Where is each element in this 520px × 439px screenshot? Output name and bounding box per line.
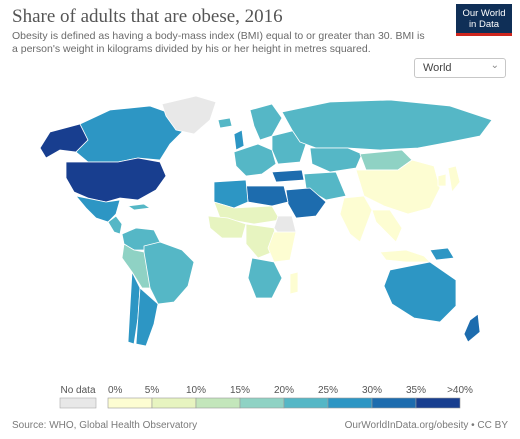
legend-bin-7[interactable] <box>415 397 461 409</box>
legend-tick-label: 0% <box>108 385 123 396</box>
map-region-united-kingdom[interactable] <box>233 129 245 151</box>
legend-svg: No data 0% 5% 10% 15% 20% 25% 30% 35% >40% <box>59 385 473 409</box>
legend-tick-label: >40% <box>447 385 473 396</box>
map-region-algeria-morocco[interactable] <box>213 179 249 209</box>
map-region-argentina[interactable] <box>135 287 159 347</box>
legend-no-data-swatch[interactable] <box>59 397 97 409</box>
map-region-russia[interactable] <box>281 99 493 151</box>
world-map-svg <box>39 95 493 347</box>
region-select[interactable]: World ⌄ <box>414 58 506 78</box>
map-region-peru-bolivia[interactable] <box>121 243 151 289</box>
map-region-brazil[interactable] <box>143 241 195 305</box>
map-region-korea[interactable] <box>437 173 447 187</box>
color-legend: No data 0% 5% 10% 15% 20% 25% 30% 35% >40% <box>10 380 510 410</box>
legend-bin-4[interactable] <box>283 397 329 409</box>
map-region-australia[interactable] <box>383 261 457 323</box>
region-select-value: World <box>423 62 452 74</box>
legend-bin-2[interactable] <box>195 397 241 409</box>
map-region-papua-new-guinea[interactable] <box>429 247 455 261</box>
legend-bin-5[interactable] <box>327 397 373 409</box>
map-region-new-zealand[interactable] <box>463 313 481 343</box>
map-region-japan[interactable] <box>447 165 461 193</box>
legend-tick-label: 10% <box>186 385 206 396</box>
world-map[interactable] <box>10 92 510 362</box>
map-region-canada[interactable] <box>75 105 183 163</box>
legend-bin-1[interactable] <box>151 397 197 409</box>
map-region-india[interactable] <box>339 195 373 243</box>
owid-logo[interactable]: Our World in Data <box>456 4 512 36</box>
chart-title: Share of adults that are obese, 2016 <box>12 6 283 27</box>
legend-tick-label: 20% <box>274 385 294 396</box>
map-region-iceland[interactable] <box>217 117 233 129</box>
logo-line-1: Our World <box>462 8 506 19</box>
map-region-west-africa[interactable] <box>207 215 247 239</box>
map-region-mexico[interactable] <box>75 195 121 223</box>
source-note: Source: WHO, Global Health Observatory <box>12 420 198 431</box>
legend-no-data-label: No data <box>60 385 95 396</box>
chart-subtitle: Obesity is defined as having a body-mass… <box>12 30 425 55</box>
map-region-kazakhstan[interactable] <box>309 147 363 173</box>
legend-bin-0[interactable] <box>107 397 153 409</box>
map-region-western-europe[interactable] <box>233 143 277 177</box>
legend-tick-label: 15% <box>230 385 250 396</box>
legend-bin-3[interactable] <box>239 397 285 409</box>
map-region-southern-africa[interactable] <box>247 257 283 299</box>
map-region-southeast-asia[interactable] <box>371 209 403 243</box>
credit-link[interactable]: OurWorldInData.org/obesity • CC BY <box>344 420 508 431</box>
map-region-east-africa[interactable] <box>267 231 297 263</box>
map-region-central-america[interactable] <box>107 215 123 235</box>
map-region-madagascar[interactable] <box>289 271 299 295</box>
legend-tick-label: 35% <box>406 385 426 396</box>
map-region-china[interactable] <box>355 159 441 215</box>
chevron-down-icon: ⌄ <box>490 60 499 71</box>
legend-tick-label: 30% <box>362 385 382 396</box>
map-region-cuba[interactable] <box>127 203 151 211</box>
footer: Source: WHO, Global Health Observatory O… <box>12 420 508 431</box>
legend-tick-label: 5% <box>145 385 160 396</box>
map-region-saudi-arabia[interactable] <box>285 187 327 219</box>
map-region-egypt-libya[interactable] <box>245 185 289 207</box>
map-region-turkey[interactable] <box>271 169 305 183</box>
map-region-indonesia[interactable] <box>379 249 431 263</box>
legend-tick-label: 25% <box>318 385 338 396</box>
legend-bin-6[interactable] <box>371 397 417 409</box>
map-region-united-states[interactable] <box>65 157 167 203</box>
logo-line-2: in Data <box>468 19 500 30</box>
map-region-greenland[interactable] <box>161 95 217 135</box>
